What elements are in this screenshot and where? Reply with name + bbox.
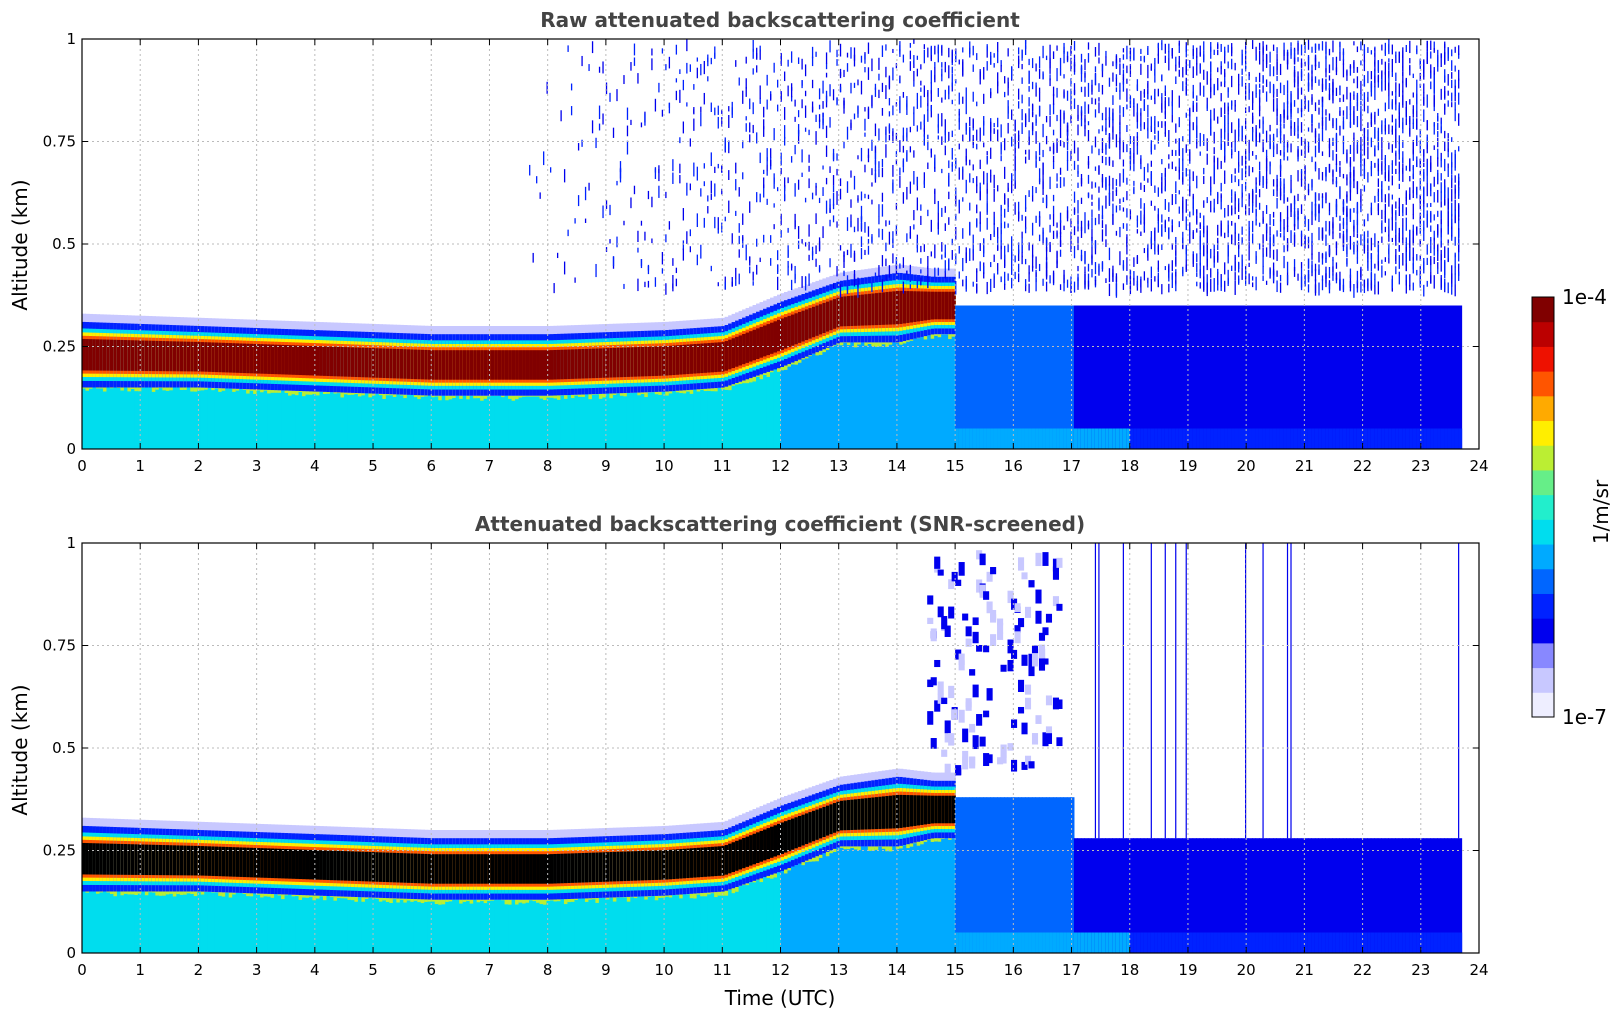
colorbar-swatch — [1532, 519, 1554, 545]
x-tick-label: 22 — [1353, 457, 1372, 475]
x-tick-label: 15 — [946, 961, 965, 979]
y-tick-label: 0 — [66, 440, 76, 458]
colorbar-swatch — [1532, 494, 1554, 520]
x-tick-label: 12 — [771, 457, 790, 475]
x-tick-label: 18 — [1120, 457, 1139, 475]
y-tick-label: 1 — [66, 30, 76, 48]
x-tick-label: 23 — [1411, 961, 1430, 979]
colorbar-swatch — [1532, 321, 1554, 347]
x-tick-label: 10 — [655, 961, 674, 979]
x-tick-label: 14 — [887, 961, 906, 979]
panel-title-raw: Raw attenuated backscattering coefficien… — [540, 8, 1020, 32]
colorbar-swatch — [1532, 445, 1554, 471]
x-tick-label: 6 — [426, 457, 436, 475]
colorbar-swatch — [1532, 593, 1554, 619]
screened-backscatter-panel: Attenuated backscattering coefficient (S… — [8, 512, 1489, 1010]
colorbar-swatch — [1532, 618, 1554, 644]
y-axis-label-raw: Altitude (km) — [8, 179, 32, 310]
colorbar-swatch — [1532, 544, 1554, 570]
x-tick-label: 4 — [310, 961, 320, 979]
colorbar-min-label: 1e-7 — [1562, 705, 1607, 729]
colorbar-swatch — [1532, 568, 1554, 594]
x-tick-label: 4 — [310, 457, 320, 475]
x-tick-label: 17 — [1062, 457, 1081, 475]
x-tick-label: 10 — [655, 457, 674, 475]
colorbar-swatch — [1532, 297, 1554, 323]
y-tick-label: 0.25 — [43, 338, 76, 356]
y-tick-label: 0 — [66, 944, 76, 962]
x-tick-label: 3 — [252, 457, 262, 475]
x-tick-label: 24 — [1469, 961, 1488, 979]
x-tick-label: 18 — [1120, 961, 1139, 979]
y-tick-label: 0.75 — [43, 637, 76, 655]
x-tick-label: 0 — [77, 457, 87, 475]
y-tick-label: 0.5 — [52, 235, 76, 253]
x-tick-label: 1 — [135, 457, 145, 475]
panel-title-screened: Attenuated backscattering coefficient (S… — [475, 512, 1085, 536]
colorbar-frame — [1531, 296, 1555, 718]
y-tick-label: 1 — [66, 534, 76, 552]
colorbar-swatch — [1532, 395, 1554, 422]
colorbar-title: 1/m/sr — [1589, 479, 1613, 544]
colorbar-swatch — [1532, 667, 1554, 693]
grid — [82, 39, 1479, 449]
x-tick-label: 17 — [1062, 961, 1081, 979]
raw-plot-area: 0 1 2 3 4 5 6 7 8 9 10 11 12 13 14 15 16 17 18 19 20 21 22 23 24… — [43, 30, 1489, 475]
x-tick-label: 23 — [1411, 457, 1430, 475]
raw-backscatter-panel: Raw attenuated backscattering coefficien… — [8, 8, 1489, 475]
colorbar-gradient — [1532, 297, 1554, 718]
x-tick-label: 24 — [1469, 457, 1488, 475]
x-tick-label: 19 — [1178, 457, 1197, 475]
colorbar-swatch — [1532, 642, 1554, 669]
x-tick-label: 11 — [713, 457, 732, 475]
x-tick-label: 9 — [601, 961, 611, 979]
grid — [82, 543, 1479, 953]
x-tick-label: 14 — [887, 457, 906, 475]
x-tick-label: 2 — [194, 961, 204, 979]
x-tick-label: 3 — [252, 961, 262, 979]
x-tick-label: 12 — [771, 961, 790, 979]
x-tick-label: 15 — [946, 457, 965, 475]
y-tick-label: 0.25 — [43, 842, 76, 860]
x-tick-label: 16 — [1004, 457, 1023, 475]
colorbar-swatch — [1532, 420, 1554, 446]
x-tick-label: 22 — [1353, 961, 1372, 979]
x-tick-label: 6 — [426, 961, 436, 979]
x-tick-label: 9 — [601, 457, 611, 475]
x-tick-label: 13 — [829, 961, 848, 979]
x-tick-label: 5 — [368, 961, 378, 979]
colorbar-swatch — [1532, 469, 1554, 496]
colorbar-max-label: 1e-4 — [1562, 285, 1607, 309]
heatmap-image — [82, 543, 1463, 953]
x-tick-label: 2 — [194, 457, 204, 475]
colorbar-swatch — [1532, 692, 1554, 718]
x-tick-label: 1 — [135, 961, 145, 979]
x-axis-label: Time (UTC) — [724, 986, 836, 1010]
x-tick-label: 19 — [1178, 961, 1197, 979]
x-tick-label: 20 — [1237, 961, 1256, 979]
x-tick-label: 7 — [485, 961, 495, 979]
x-tick-label: 11 — [713, 961, 732, 979]
colorbar-swatch — [1532, 346, 1554, 372]
x-tick-label: 16 — [1004, 961, 1023, 979]
y-tick-label: 0.5 — [52, 739, 76, 757]
y-axis-label-screened: Altitude (km) — [8, 684, 32, 815]
x-tick-label: 7 — [485, 457, 495, 475]
y-tick-label: 0.75 — [43, 133, 76, 151]
x-tick-label: 21 — [1295, 961, 1314, 979]
x-tick-label: 20 — [1237, 457, 1256, 475]
x-tick-label: 5 — [368, 457, 378, 475]
screened-plot-area: 0 1 2 3 4 5 6 7 8 9 10 11 12 13 14 15 16 17 18 19 20 21 22 23 24… — [43, 534, 1489, 979]
x-tick-label: 0 — [77, 961, 87, 979]
x-tick-label: 8 — [543, 457, 553, 475]
colorbar-swatch — [1532, 371, 1554, 397]
x-tick-label: 21 — [1295, 457, 1314, 475]
colorbar: 1e-4 1e-7 1/m/sr — [1531, 285, 1613, 729]
x-tick-label: 8 — [543, 961, 553, 979]
x-tick-label: 13 — [829, 457, 848, 475]
